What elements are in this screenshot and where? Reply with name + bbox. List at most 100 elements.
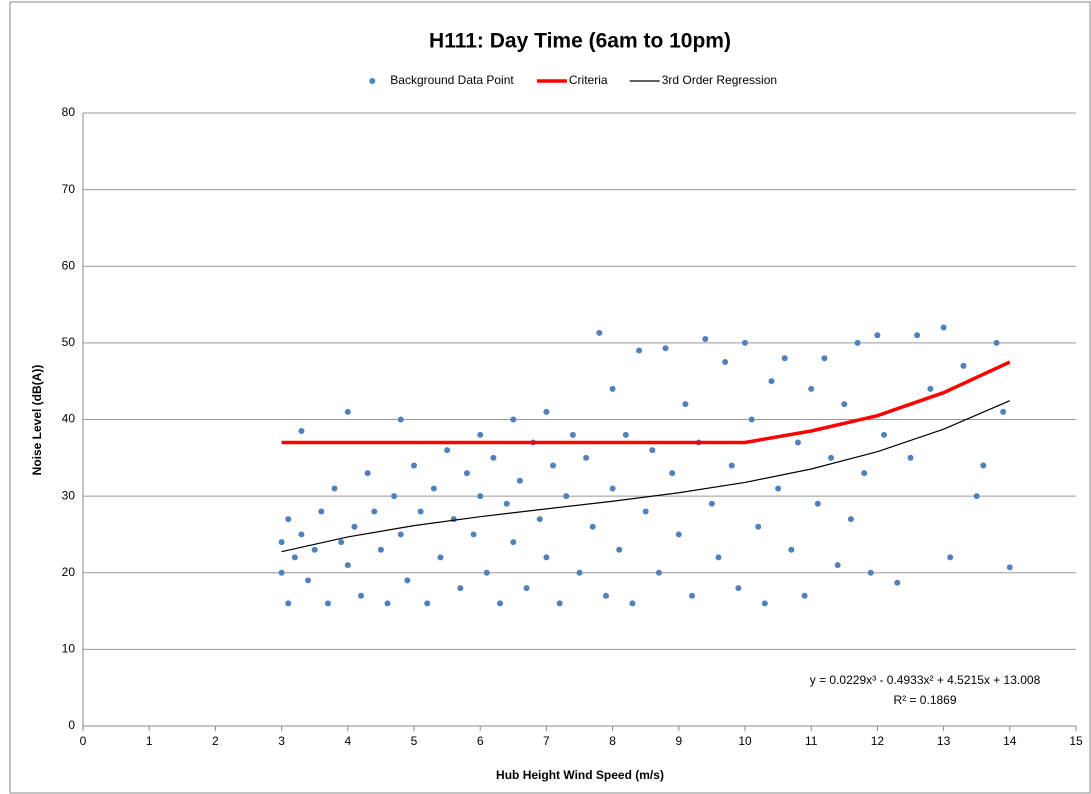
x-tick-label: 5: [411, 734, 418, 748]
legend-label: Background Data Point: [390, 73, 514, 87]
x-tick-label: 15: [1069, 734, 1083, 748]
data-point: [411, 462, 417, 469]
data-point: [397, 416, 404, 423]
data-point: [424, 600, 431, 607]
data-point: [358, 592, 365, 599]
data-point: [715, 554, 722, 561]
data-point: [828, 454, 835, 461]
data-point: [437, 554, 444, 561]
x-tick-label: 4: [344, 734, 351, 748]
x-tick-label: 13: [937, 734, 951, 748]
data-point: [563, 493, 570, 500]
y-tick-label: 40: [62, 412, 76, 426]
data-point: [755, 523, 762, 530]
data-point: [523, 585, 530, 592]
data-point: [371, 508, 378, 515]
data-point: [722, 359, 729, 366]
data-point: [609, 485, 616, 492]
data-point: [550, 462, 557, 469]
data-point: [708, 500, 715, 507]
data-point: [867, 569, 874, 576]
x-tick-label: 11: [805, 734, 818, 748]
data-point: [622, 431, 629, 438]
chart-frame: [9, 1, 1091, 794]
data-point: [980, 462, 987, 469]
data-point: [391, 493, 398, 500]
data-point: [503, 500, 510, 507]
y-tick-label: 0: [68, 718, 75, 732]
data-point: [497, 600, 504, 607]
data-point: [794, 439, 801, 446]
data-point: [616, 546, 623, 553]
y-tick-label: 10: [62, 642, 76, 656]
x-tick-label: 10: [738, 734, 752, 748]
chart-title: H111: Day Time (6am to 10pm): [429, 30, 731, 53]
data-point: [788, 546, 795, 553]
y-tick-label: 60: [62, 258, 76, 272]
x-tick-label: 8: [609, 734, 616, 748]
x-tick-label: 7: [543, 734, 550, 748]
data-point: [583, 454, 590, 461]
data-point: [642, 508, 649, 515]
data-point: [311, 546, 318, 553]
x-tick-label: 6: [477, 734, 484, 748]
data-point: [278, 539, 285, 546]
data-point: [477, 431, 484, 438]
legend-label: Criteria: [569, 73, 608, 87]
data-point: [510, 416, 517, 423]
data-point: [318, 508, 325, 515]
data-point: [814, 500, 821, 507]
data-point: [397, 531, 404, 538]
data-point: [881, 431, 888, 438]
data-point: [298, 531, 305, 538]
data-point: [1000, 408, 1007, 415]
data-point: [854, 339, 861, 346]
data-point: [430, 485, 437, 492]
data-point: [861, 470, 868, 477]
data-point: [914, 332, 921, 339]
data-point: [510, 539, 517, 546]
data-point: [636, 347, 643, 354]
line: [281, 360, 1011, 445]
data-point: [940, 324, 947, 331]
data-point: [344, 562, 351, 569]
data-point: [947, 554, 954, 561]
data-point: [761, 600, 768, 607]
data-point: [477, 493, 484, 500]
data-point: [841, 401, 848, 408]
data-point: [927, 385, 934, 392]
data-point: [649, 447, 656, 454]
y-tick-label: 30: [62, 488, 76, 502]
data-point: [775, 485, 782, 492]
data-point: [463, 470, 470, 477]
data-point: [291, 554, 298, 561]
x-tick-label: 12: [871, 734, 885, 748]
data-point: [536, 516, 543, 523]
data-point: [973, 493, 980, 500]
data-point: [344, 408, 351, 415]
r-squared: R² = 0.1869: [893, 693, 956, 707]
data-point: [543, 554, 550, 561]
data-point: [847, 516, 854, 523]
data-point: [285, 516, 292, 523]
x-tick-label: 2: [212, 734, 219, 748]
y-tick-label: 50: [62, 335, 76, 349]
data-point: [351, 523, 358, 530]
data-point: [821, 355, 828, 362]
data-point: [516, 477, 523, 484]
data-point: [377, 546, 384, 553]
data-point: [655, 569, 662, 576]
data-point: [960, 362, 967, 369]
data-point: [324, 600, 331, 607]
data-point: [470, 531, 477, 538]
data-point: [735, 585, 742, 592]
data-point: [589, 523, 596, 530]
data-point: [404, 577, 411, 584]
data-point: [338, 539, 345, 546]
data-point: [543, 408, 550, 415]
data-point: [728, 462, 735, 469]
equation: y = 0.0229x³ - 0.4933x² + 4.5215x + 13.0…: [810, 673, 1041, 687]
data-point: [662, 345, 669, 352]
y-tick-label: 70: [62, 182, 76, 196]
data-point: [993, 339, 1000, 346]
